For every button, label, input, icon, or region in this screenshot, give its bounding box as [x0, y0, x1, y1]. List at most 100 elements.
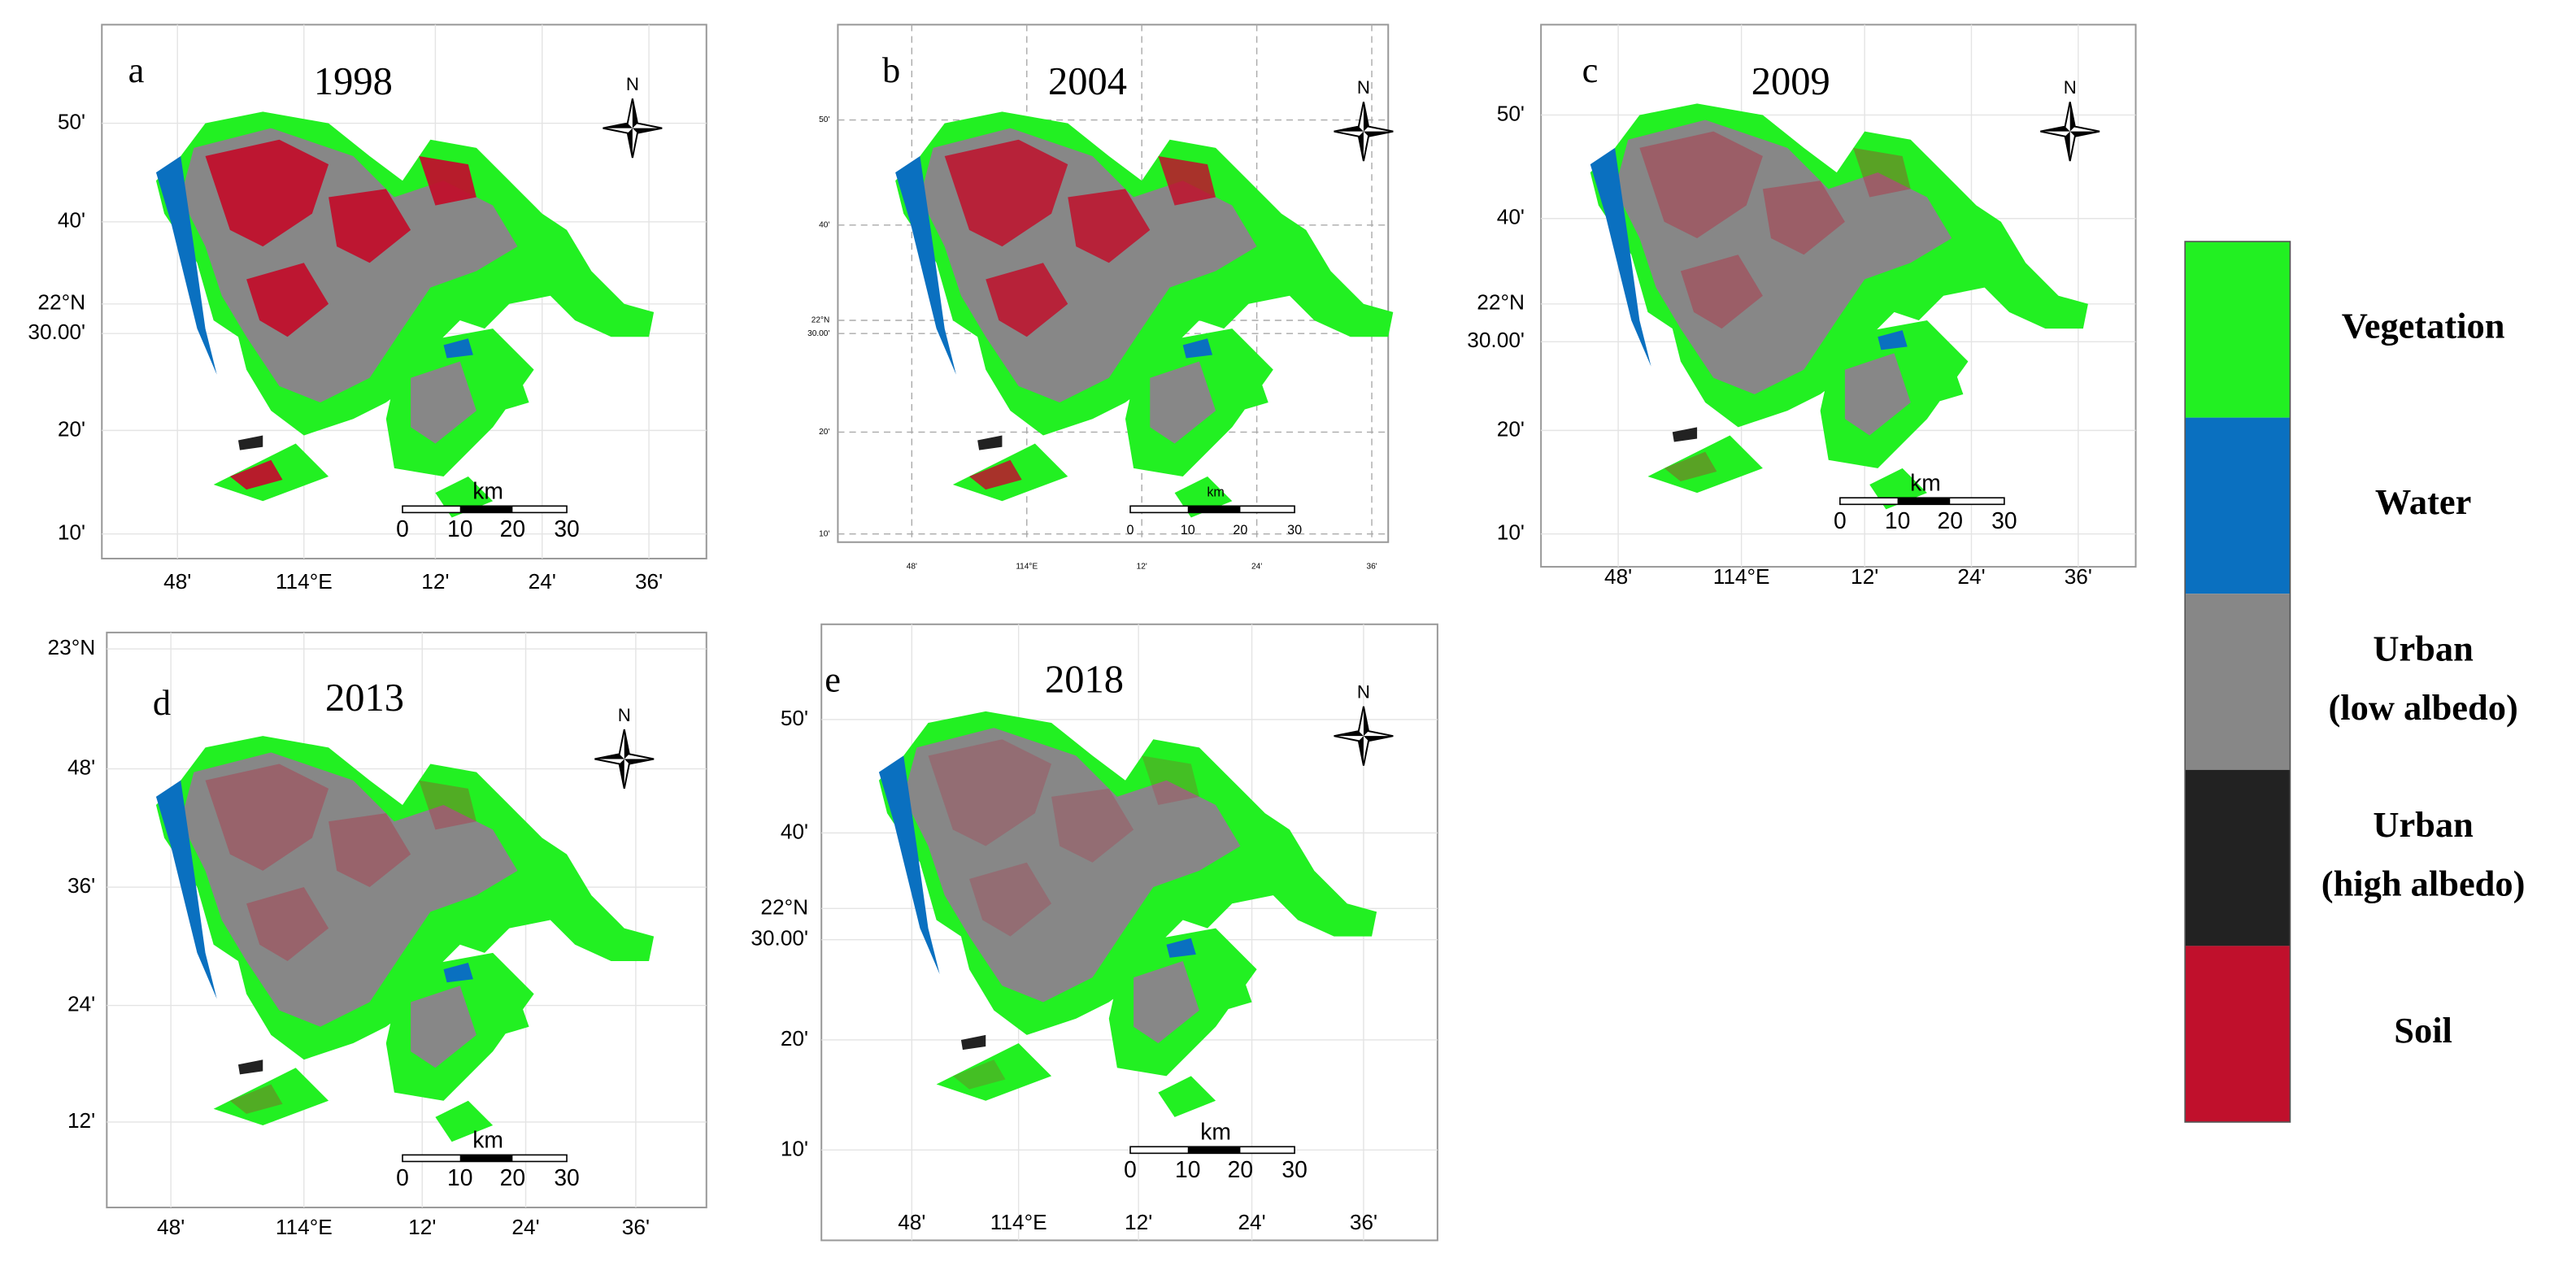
lon-label: 36'	[1350, 1210, 1377, 1234]
lat-label: 50'	[1497, 101, 1525, 125]
lon-label: 36'	[2065, 564, 2092, 589]
scale-tick: 30	[554, 516, 579, 542]
north-label: N	[1357, 682, 1370, 703]
north-label: N	[2064, 77, 2077, 98]
legend-swatch	[2185, 769, 2291, 946]
lon-label: 48'	[163, 569, 191, 594]
legend-label: (high albedo)	[2321, 864, 2526, 904]
map-panel: b 2004 N 50' 40' 22°N 30.00' 20' 10' 48' 114°E 12' 2…	[807, 24, 1395, 572]
lon-label: 24'	[1251, 563, 1262, 572]
lon-label: 24'	[529, 569, 556, 594]
scale-tick: 20	[500, 516, 525, 542]
panel-year: 2004	[1048, 60, 1127, 103]
scale-bar-segment	[1897, 498, 1951, 505]
lat-label: 22°N	[1477, 290, 1525, 315]
scale-tick: 10	[447, 1164, 472, 1190]
legend-label: Urban	[2373, 804, 2474, 845]
lat-label: 10'	[781, 1136, 808, 1160]
lat-label: 50'	[781, 706, 808, 730]
lon-label: 114°E	[276, 569, 333, 594]
map-panel: e 2018 N 50' 40' 22°N 30.00' 20' 10' 48' 114°E 12' 2…	[751, 623, 1438, 1242]
legend-swatch	[2185, 241, 2291, 418]
lon-label: 48'	[1604, 564, 1632, 589]
panel-label: b	[882, 50, 900, 90]
scale-unit: km	[472, 478, 503, 504]
lat-label: 12'	[67, 1108, 95, 1133]
legend-swatch	[2185, 417, 2291, 594]
lat-label: 30.00'	[1467, 328, 1525, 352]
scale-bar-segment	[459, 506, 513, 513]
scale-tick: 20	[500, 1164, 525, 1190]
lat-label: 40'	[781, 819, 808, 843]
scale-unit: km	[472, 1127, 503, 1153]
lat-label: 20'	[819, 428, 829, 437]
scale-bar-segment	[459, 1155, 513, 1162]
lat-label: 50'	[819, 115, 829, 124]
lon-label: 12'	[1851, 564, 1878, 589]
scale-tick: 0	[1834, 507, 1847, 533]
legend: Vegetation Water Urban (low albedo) Urban (hi…	[2184, 241, 2526, 1123]
lon-label: 24'	[1238, 1210, 1265, 1234]
scale-tick: 0	[396, 516, 409, 542]
lat-label: 48'	[67, 755, 95, 780]
legend-border	[2184, 241, 2291, 1123]
lat-label: 36'	[67, 873, 95, 898]
lon-label: 48'	[157, 1215, 185, 1239]
panel-year: 1998	[314, 60, 393, 103]
panel-label: d	[153, 682, 171, 723]
scale-tick: 30	[1281, 1156, 1307, 1182]
scale-unit: km	[1910, 470, 1941, 496]
scale-tick: 20	[1233, 523, 1247, 537]
panel-label: c	[1582, 50, 1599, 90]
legend-label: Soil	[2394, 1010, 2452, 1051]
lon-label: 114°E	[1713, 564, 1770, 589]
panel-year: 2018	[1045, 659, 1124, 702]
scale-tick: 0	[1127, 523, 1134, 537]
lon-label: 12'	[1137, 563, 1147, 572]
north-label: N	[618, 705, 631, 725]
lon-label: 12'	[1125, 1210, 1152, 1234]
panel-label: a	[128, 50, 145, 90]
lon-label: 12'	[421, 569, 449, 594]
lat-label: 10'	[58, 520, 85, 545]
lon-label: 48'	[907, 563, 917, 572]
north-label: N	[626, 74, 639, 94]
scale-tick: 10	[1181, 523, 1195, 537]
lon-label: 114°E	[1016, 563, 1038, 572]
lat-label: 10'	[819, 529, 829, 538]
scale-tick: 30	[1991, 507, 2017, 533]
lat-label: 20'	[58, 416, 85, 441]
lon-label: 36'	[622, 1215, 650, 1239]
scale-tick: 10	[447, 516, 472, 542]
scale-tick: 30	[1287, 523, 1302, 537]
lat-label: 40'	[58, 208, 85, 233]
lat-label: 24'	[67, 991, 95, 1016]
scale-tick: 30	[554, 1164, 579, 1190]
lon-label: 114°E	[276, 1215, 333, 1239]
lat-label: 30.00'	[751, 926, 808, 951]
lon-label: 24'	[1957, 564, 1985, 589]
scale-tick: 10	[1175, 1156, 1200, 1182]
panel-year: 2013	[325, 677, 404, 720]
legend-label: Vegetation	[2342, 306, 2505, 346]
map-panel: c 2009 N 50' 40' 22°N 30.00' 20' 10' 48' 114°E 12' 2…	[1467, 24, 2137, 589]
lat-label: 20'	[1497, 416, 1525, 441]
legend-label: Urban	[2373, 628, 2474, 668]
lat-label: 30.00'	[28, 320, 85, 344]
lat-label: 23°N	[48, 635, 96, 659]
lat-label: 50'	[58, 110, 85, 134]
panel-label: e	[825, 659, 841, 700]
scale-tick: 20	[1937, 507, 1962, 533]
scale-tick: 10	[1885, 507, 1910, 533]
scale-tick: 20	[1228, 1156, 1253, 1182]
scale-unit: km	[1207, 485, 1225, 499]
lat-label: 10'	[1497, 520, 1525, 545]
lat-label: 22°N	[812, 316, 830, 325]
scale-tick: 0	[1124, 1156, 1137, 1182]
legend-label: (low albedo)	[2328, 687, 2517, 728]
map-panel: a 1998 N 50' 40' 22°N 30.00' 20' 10' 48' 114°E 12' 2…	[28, 24, 707, 594]
legend-label: Water	[2375, 481, 2471, 522]
legend-swatch	[2185, 946, 2291, 1122]
